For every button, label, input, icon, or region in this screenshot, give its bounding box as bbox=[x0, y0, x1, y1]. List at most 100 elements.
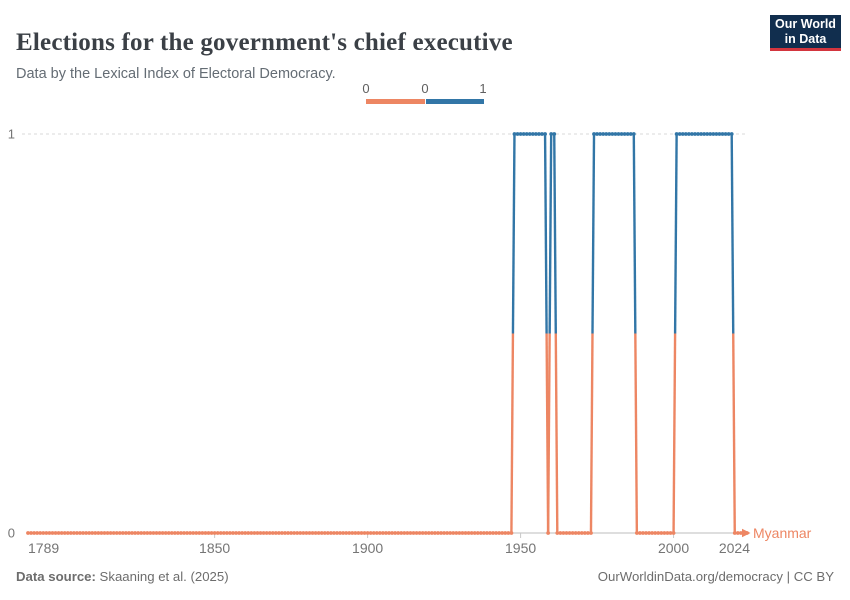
series-point[interactable] bbox=[711, 132, 716, 136]
series-point[interactable] bbox=[454, 531, 459, 535]
series-point[interactable] bbox=[408, 531, 413, 535]
series-point[interactable] bbox=[423, 531, 428, 535]
series-connector-upper[interactable] bbox=[632, 133, 637, 334]
series-point[interactable] bbox=[261, 531, 266, 535]
series-point[interactable] bbox=[139, 531, 144, 535]
series-point[interactable] bbox=[182, 531, 186, 535]
series-point[interactable] bbox=[515, 132, 520, 136]
series-point[interactable] bbox=[96, 531, 101, 535]
series-point[interactable] bbox=[221, 531, 226, 535]
series-point[interactable] bbox=[26, 531, 30, 535]
series-point[interactable] bbox=[460, 531, 465, 535]
series-point[interactable] bbox=[683, 132, 688, 136]
series-point[interactable] bbox=[537, 132, 541, 136]
series-connector-upper[interactable] bbox=[730, 133, 735, 334]
series-point[interactable] bbox=[738, 531, 743, 535]
series-point[interactable] bbox=[359, 531, 364, 535]
series-point[interactable] bbox=[411, 531, 416, 535]
series-point[interactable] bbox=[662, 531, 667, 535]
series-point[interactable] bbox=[720, 132, 725, 136]
series-point[interactable] bbox=[47, 531, 52, 535]
series-point[interactable] bbox=[344, 531, 349, 535]
series-point[interactable] bbox=[93, 531, 98, 535]
series-point[interactable] bbox=[442, 531, 447, 535]
series-connector-lower[interactable] bbox=[672, 333, 677, 534]
series-point[interactable] bbox=[191, 531, 196, 535]
series-connector-lower[interactable] bbox=[510, 333, 515, 534]
series-point[interactable] bbox=[653, 531, 658, 535]
series-point[interactable] bbox=[328, 531, 333, 535]
series-point[interactable] bbox=[690, 132, 694, 136]
series-point[interactable] bbox=[206, 531, 211, 535]
series-point[interactable] bbox=[705, 132, 710, 136]
series-point[interactable] bbox=[176, 531, 180, 535]
series-point[interactable] bbox=[270, 531, 275, 535]
series-point[interactable] bbox=[558, 531, 563, 535]
series-point[interactable] bbox=[530, 132, 535, 136]
series-point[interactable] bbox=[157, 531, 162, 535]
series-point[interactable] bbox=[172, 531, 177, 535]
series-point[interactable] bbox=[32, 531, 37, 535]
series-point[interactable] bbox=[87, 531, 92, 535]
series-point[interactable] bbox=[280, 531, 284, 535]
series-point[interactable] bbox=[243, 531, 248, 535]
series-point[interactable] bbox=[586, 531, 590, 535]
series-point[interactable] bbox=[133, 531, 137, 535]
series-connector-upper[interactable] bbox=[553, 133, 557, 334]
series-point[interactable] bbox=[50, 531, 55, 535]
series-connector-upper[interactable] bbox=[543, 133, 548, 334]
series-point[interactable] bbox=[445, 531, 450, 535]
legend-swatch-value1[interactable] bbox=[426, 99, 484, 104]
series-point[interactable] bbox=[475, 531, 480, 535]
owid-license-link[interactable]: OurWorldinData.org/democracy | CC BY bbox=[597, 569, 834, 584]
series-point[interactable] bbox=[316, 531, 321, 535]
series-point[interactable] bbox=[573, 531, 578, 535]
series-point[interactable] bbox=[347, 531, 352, 535]
series-point[interactable] bbox=[387, 531, 391, 535]
series-point[interactable] bbox=[595, 132, 599, 136]
series-point[interactable] bbox=[656, 531, 661, 535]
series-point[interactable] bbox=[582, 531, 587, 535]
series-point[interactable] bbox=[29, 531, 33, 535]
series-connector-upper[interactable] bbox=[591, 133, 596, 334]
series-point[interactable] bbox=[567, 531, 572, 535]
series-point[interactable] bbox=[393, 531, 398, 535]
series-point[interactable] bbox=[579, 531, 584, 535]
series-point[interactable] bbox=[448, 531, 453, 535]
series-point[interactable] bbox=[628, 132, 633, 136]
series-point[interactable] bbox=[402, 531, 407, 535]
series-point[interactable] bbox=[533, 132, 538, 136]
series-point[interactable] bbox=[65, 531, 70, 535]
series-point[interactable] bbox=[240, 531, 245, 535]
series-point[interactable] bbox=[390, 531, 394, 535]
series-point[interactable] bbox=[234, 531, 238, 535]
series-point[interactable] bbox=[114, 531, 119, 535]
series-point[interactable] bbox=[124, 531, 128, 535]
series-point[interactable] bbox=[659, 531, 664, 535]
series-point[interactable] bbox=[524, 132, 529, 136]
series-point[interactable] bbox=[527, 132, 532, 136]
series-point[interactable] bbox=[142, 531, 147, 535]
series-point[interactable] bbox=[62, 531, 67, 535]
series-point[interactable] bbox=[53, 531, 58, 535]
series-point[interactable] bbox=[249, 531, 254, 535]
series-point[interactable] bbox=[332, 531, 336, 535]
series-point[interactable] bbox=[451, 531, 456, 535]
series-point[interactable] bbox=[56, 531, 61, 535]
series-point[interactable] bbox=[610, 132, 615, 136]
series-point[interactable] bbox=[726, 132, 731, 136]
series-point[interactable] bbox=[714, 132, 719, 136]
series-point[interactable] bbox=[607, 132, 612, 136]
series-point[interactable] bbox=[381, 531, 385, 535]
series-point[interactable] bbox=[469, 531, 474, 535]
series-point[interactable] bbox=[696, 132, 700, 136]
series-point[interactable] bbox=[71, 531, 76, 535]
series-connector-lower[interactable] bbox=[732, 333, 736, 534]
series-point[interactable] bbox=[295, 531, 300, 535]
series-point[interactable] bbox=[273, 531, 278, 535]
series-connector-upper[interactable] bbox=[673, 133, 678, 334]
series-point[interactable] bbox=[616, 132, 621, 136]
series-point[interactable] bbox=[215, 531, 220, 535]
series-point[interactable] bbox=[478, 531, 483, 535]
series-point[interactable] bbox=[353, 531, 358, 535]
